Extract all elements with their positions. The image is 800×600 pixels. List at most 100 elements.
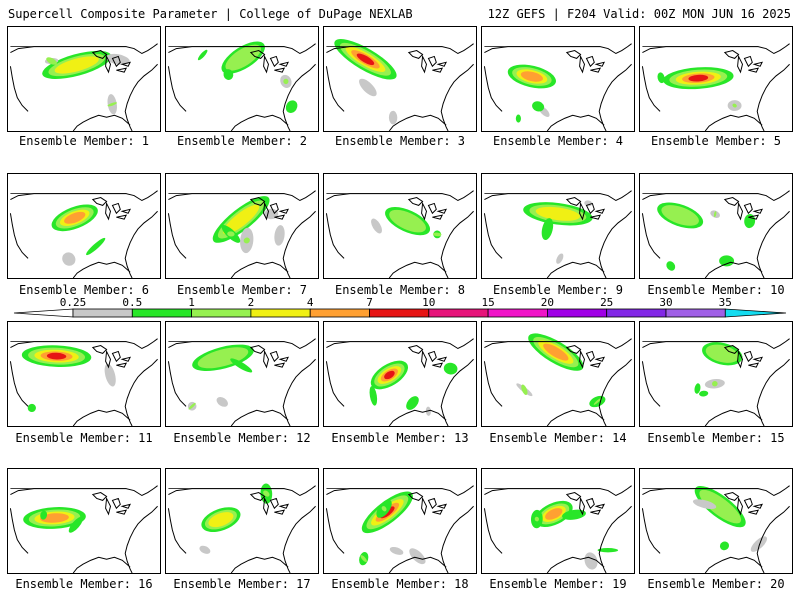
map-panel-member-12	[165, 321, 319, 427]
map-panel-member-15	[639, 321, 793, 427]
scp-contour-fill	[285, 100, 298, 113]
scp-contour-fill	[359, 78, 377, 97]
colorbar-tick-label: 10	[422, 296, 436, 309]
scp-contour-fill	[274, 225, 285, 246]
scp-contour-fill	[545, 508, 563, 520]
coastline	[325, 338, 474, 426]
colorbar-swatch	[606, 308, 667, 318]
member-map	[167, 483, 316, 573]
coastline	[9, 43, 158, 131]
map-panel-member-7	[165, 173, 319, 279]
scp-contour-fill	[543, 343, 569, 361]
coastline	[9, 485, 158, 573]
scp-contour-fill	[243, 237, 250, 244]
colorbar-swatch	[487, 308, 548, 318]
colorbar-tick-label: 4	[306, 296, 314, 309]
scp-contour-fill	[106, 53, 130, 65]
map-panel-member-17	[165, 468, 319, 574]
great-lakes	[249, 197, 290, 221]
coastline	[167, 338, 316, 426]
colorbar-tick-label: 2	[247, 296, 255, 309]
scp-contour-fill	[389, 546, 404, 555]
member-label-9: Ensemble Member: 9	[492, 283, 624, 297]
scp-contour-fill	[188, 402, 196, 410]
member-map	[641, 190, 790, 278]
colorbar-swatch	[309, 308, 370, 318]
scp-contour-fill	[744, 214, 756, 229]
member-map	[325, 190, 474, 278]
scp-contour-fill	[719, 255, 735, 267]
great-lakes	[723, 492, 764, 516]
member-map	[9, 190, 158, 278]
member-map	[9, 43, 158, 131]
member-map	[641, 43, 790, 131]
scp-contour-fill	[719, 541, 730, 551]
map-panel-member-5	[639, 26, 793, 132]
scp-contour-fill	[692, 499, 717, 510]
great-lakes	[723, 197, 764, 221]
scp-contour-fill	[68, 516, 84, 533]
member-map	[483, 333, 632, 426]
colorbar-swatch	[547, 308, 608, 318]
great-lakes	[91, 492, 132, 516]
member-label-19: Ensemble Member: 19	[489, 577, 627, 591]
colorbar-swatch	[665, 308, 726, 318]
coastline	[483, 190, 632, 278]
member-map	[167, 338, 316, 426]
coastline	[325, 190, 474, 278]
scp-contour-fill	[406, 396, 419, 410]
scp-contour-fill	[597, 548, 619, 553]
scp-contour-fill	[104, 363, 116, 387]
coastline	[483, 43, 632, 131]
scp-contour-fill	[107, 102, 117, 107]
member-label-7: Ensemble Member: 7	[176, 283, 308, 297]
scp-contour-fill	[556, 253, 564, 264]
scp-contour-fill	[389, 209, 426, 233]
member-map	[9, 485, 158, 573]
map-panel-member-19	[481, 468, 635, 574]
scp-contour-fill	[409, 548, 426, 565]
scp-contour-fill	[584, 200, 593, 207]
member-map	[483, 485, 632, 573]
coastline	[167, 43, 316, 131]
scp-contour-fill	[584, 552, 598, 570]
member-label-18: Ensemble Member: 18	[331, 577, 469, 591]
scp-contour-fill	[369, 386, 378, 406]
scp-contour-fill	[199, 545, 211, 554]
map-panel-member-16	[7, 468, 161, 574]
scp-contour-fill	[732, 103, 737, 108]
member-map	[167, 41, 316, 131]
map-panel-member-6	[7, 173, 161, 279]
scp-contour-fill	[356, 53, 375, 66]
header-title-left: Supercell Composite Parameter | College …	[8, 7, 413, 21]
scp-contour-fill	[532, 101, 545, 112]
member-label-8: Ensemble Member: 8	[334, 283, 466, 297]
scp-contour-fill	[388, 110, 398, 125]
scp-contour-fill	[521, 384, 528, 396]
scp-contour-fill	[54, 56, 99, 74]
colorbar-tick-label: 15	[481, 296, 495, 309]
member-label-16: Ensemble Member: 16	[15, 577, 153, 591]
colorbar-swatch	[191, 308, 252, 318]
great-lakes	[407, 197, 448, 221]
great-lakes	[565, 345, 606, 369]
map-panel-member-18	[323, 468, 477, 574]
scp-contour-fill	[515, 114, 521, 123]
scp-contour-fill	[694, 383, 701, 394]
scp-contour-fill	[40, 513, 69, 523]
map-panel-member-11	[7, 321, 161, 427]
member-label-5: Ensemble Member: 5	[650, 134, 782, 148]
coastline	[9, 338, 158, 426]
colorbar-swatch	[131, 308, 193, 318]
coastline	[9, 190, 158, 278]
great-lakes	[407, 492, 448, 516]
colorbar-tick-label: 20	[540, 296, 555, 309]
member-label-10: Ensemble Member: 10	[647, 283, 785, 297]
colorbar-tick-label: 7	[366, 296, 373, 309]
scp-contour-fill	[223, 69, 234, 80]
great-lakes	[723, 345, 764, 369]
member-label-3: Ensemble Member: 3	[334, 134, 466, 148]
scp-contour-fill	[263, 490, 270, 497]
scp-contour-fill	[688, 74, 709, 82]
great-lakes	[249, 50, 290, 74]
